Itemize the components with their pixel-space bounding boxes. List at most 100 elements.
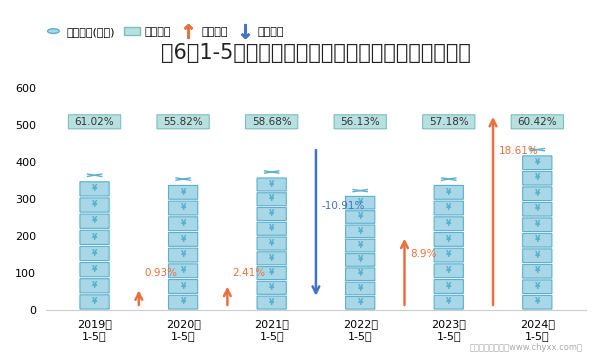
Text: ¥: ¥: [358, 284, 363, 293]
Text: ¥: ¥: [358, 212, 363, 221]
Text: ¥: ¥: [535, 220, 540, 229]
Text: 0.93%: 0.93%: [144, 268, 177, 278]
Text: ¥: ¥: [358, 255, 363, 264]
FancyBboxPatch shape: [168, 217, 198, 231]
Text: ¥: ¥: [92, 281, 97, 290]
FancyBboxPatch shape: [257, 178, 286, 191]
Text: ¥: ¥: [446, 203, 451, 212]
Text: ¥: ¥: [269, 209, 274, 218]
FancyBboxPatch shape: [257, 252, 286, 265]
FancyBboxPatch shape: [434, 279, 463, 293]
Text: ¥: ¥: [180, 282, 186, 290]
FancyBboxPatch shape: [257, 193, 286, 206]
Text: 2.41%: 2.41%: [233, 268, 266, 278]
FancyBboxPatch shape: [257, 296, 286, 309]
Text: 8.9%: 8.9%: [410, 249, 436, 259]
FancyBboxPatch shape: [523, 203, 552, 216]
Text: ¥: ¥: [535, 158, 540, 167]
FancyBboxPatch shape: [80, 182, 109, 196]
Text: ¥: ¥: [92, 232, 97, 241]
Text: ¥: ¥: [92, 248, 97, 258]
FancyBboxPatch shape: [168, 264, 198, 278]
FancyBboxPatch shape: [80, 295, 109, 309]
Text: ¥: ¥: [269, 224, 274, 233]
Text: 55.82%: 55.82%: [163, 117, 203, 127]
Text: 18.61%: 18.61%: [498, 146, 538, 156]
Text: ¥: ¥: [92, 184, 97, 193]
Text: ¥: ¥: [269, 180, 274, 189]
Text: ¥: ¥: [180, 219, 186, 228]
FancyBboxPatch shape: [346, 197, 375, 209]
FancyBboxPatch shape: [434, 217, 463, 231]
FancyBboxPatch shape: [523, 295, 552, 309]
FancyBboxPatch shape: [69, 115, 121, 129]
FancyBboxPatch shape: [346, 253, 375, 266]
Text: ¥: ¥: [92, 297, 97, 306]
FancyBboxPatch shape: [523, 280, 552, 294]
FancyBboxPatch shape: [434, 264, 463, 278]
Text: ¥: ¥: [446, 219, 451, 228]
FancyBboxPatch shape: [257, 208, 286, 220]
Text: ¥: ¥: [535, 235, 540, 245]
Text: ¥: ¥: [92, 265, 97, 274]
Text: ¥: ¥: [535, 173, 540, 182]
Text: ¥: ¥: [535, 251, 540, 260]
FancyBboxPatch shape: [523, 187, 552, 200]
FancyBboxPatch shape: [346, 268, 375, 281]
Text: ¥: ¥: [92, 200, 97, 209]
FancyBboxPatch shape: [523, 265, 552, 278]
FancyBboxPatch shape: [80, 279, 109, 293]
FancyBboxPatch shape: [168, 279, 198, 293]
Text: ¥: ¥: [180, 235, 186, 244]
FancyBboxPatch shape: [346, 282, 375, 295]
Text: 61.02%: 61.02%: [75, 117, 114, 127]
FancyBboxPatch shape: [434, 201, 463, 215]
Text: -10.91%: -10.91%: [322, 201, 365, 211]
FancyBboxPatch shape: [80, 262, 109, 277]
Text: ¥: ¥: [269, 283, 274, 292]
FancyBboxPatch shape: [346, 239, 375, 252]
FancyBboxPatch shape: [157, 115, 209, 129]
Text: ¥: ¥: [269, 239, 274, 248]
FancyBboxPatch shape: [257, 222, 286, 235]
Text: ¥: ¥: [535, 297, 540, 307]
FancyBboxPatch shape: [80, 198, 109, 212]
FancyBboxPatch shape: [434, 248, 463, 262]
Text: 58.68%: 58.68%: [252, 117, 291, 127]
FancyBboxPatch shape: [80, 214, 109, 228]
Text: ¥: ¥: [358, 269, 363, 278]
Text: ¥: ¥: [180, 297, 186, 306]
FancyBboxPatch shape: [523, 234, 552, 247]
Text: ¥: ¥: [269, 268, 274, 277]
Text: ¥: ¥: [446, 235, 451, 244]
Text: ¥: ¥: [358, 241, 363, 250]
Text: 制图：智研咨询（www.chyxx.com）: 制图：智研咨询（www.chyxx.com）: [470, 344, 583, 352]
Legend: 累计保费(亿元), 寿险占比, 同比增加, 同比减少: 累计保费(亿元), 寿险占比, 同比增加, 同比减少: [41, 22, 288, 41]
Text: ¥: ¥: [269, 298, 274, 307]
FancyBboxPatch shape: [80, 246, 109, 261]
Text: 57.18%: 57.18%: [429, 117, 469, 127]
Text: ¥: ¥: [358, 226, 363, 236]
FancyBboxPatch shape: [257, 281, 286, 294]
Text: ¥: ¥: [269, 194, 274, 203]
FancyBboxPatch shape: [257, 267, 286, 279]
Text: ¥: ¥: [446, 266, 451, 275]
FancyBboxPatch shape: [346, 225, 375, 237]
Text: ¥: ¥: [535, 189, 540, 198]
FancyBboxPatch shape: [80, 230, 109, 245]
FancyBboxPatch shape: [523, 171, 552, 185]
Text: 60.42%: 60.42%: [517, 117, 557, 127]
Text: ¥: ¥: [92, 216, 97, 225]
FancyBboxPatch shape: [434, 185, 463, 199]
Text: ¥: ¥: [358, 198, 363, 207]
Text: ¥: ¥: [446, 282, 451, 290]
Text: ¥: ¥: [446, 297, 451, 306]
Title: 近6年1-5月内蒙古自治区累计原保险保费收入统计图: 近6年1-5月内蒙古自治区累计原保险保费收入统计图: [161, 43, 471, 63]
Text: ¥: ¥: [180, 188, 186, 197]
Text: ¥: ¥: [446, 250, 451, 259]
FancyBboxPatch shape: [257, 237, 286, 250]
Text: ¥: ¥: [535, 266, 540, 276]
Text: ¥: ¥: [269, 253, 274, 262]
FancyBboxPatch shape: [523, 218, 552, 231]
FancyBboxPatch shape: [168, 232, 198, 246]
